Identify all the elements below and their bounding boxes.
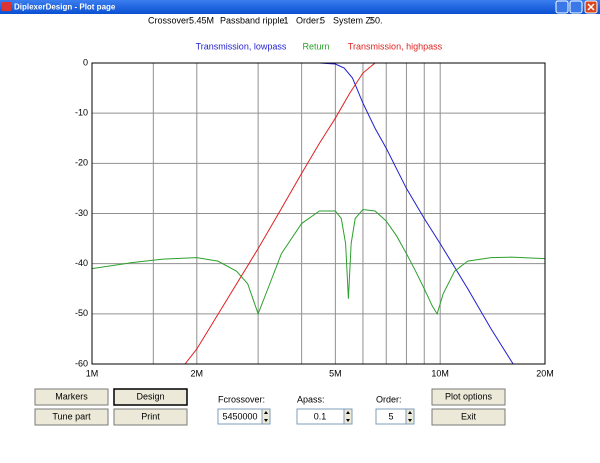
button[interactable]: Markers [34, 388, 109, 406]
header-label: Order: [296, 15, 322, 25]
button[interactable]: Plot options [431, 388, 506, 406]
field-label: Fcrossover: [218, 394, 265, 404]
button[interactable]: Design [113, 388, 188, 406]
button-label: Print [141, 411, 160, 421]
window-title: DiplexerDesign - Plot page [14, 3, 116, 12]
x-tick-label: 2M [191, 368, 204, 378]
spinbox[interactable]: 0.1 [296, 408, 353, 425]
spinbox-value: 5 [388, 411, 393, 421]
y-tick-label: -40 [75, 258, 88, 268]
spinbox[interactable]: 5 [375, 408, 415, 425]
plot-frame [91, 62, 546, 365]
header-value: 50. [370, 15, 383, 25]
header-label: Crossover: [148, 15, 192, 25]
button-label: Markers [55, 391, 88, 401]
button-label: Exit [461, 411, 477, 421]
button-face [113, 408, 188, 426]
button[interactable]: Print [113, 408, 188, 426]
legend-entry: Return [302, 41, 329, 51]
field-label: Order: [376, 394, 402, 404]
legend-entry: Transmission, lowpass [196, 41, 287, 51]
header-value: .1 [281, 15, 289, 25]
legend-entry: Transmission, highpass [348, 41, 443, 51]
series-group [92, 63, 545, 364]
button-label: Design [136, 391, 164, 401]
y-tick-label: 0 [83, 57, 88, 67]
header-value: 5 [320, 15, 325, 25]
button-face [34, 388, 109, 406]
button-face [34, 408, 109, 426]
spin-arrows [408, 411, 412, 422]
spinbox[interactable]: 5450000 [217, 408, 271, 425]
spin-buttons[interactable] [405, 408, 415, 425]
button-face [431, 388, 506, 406]
y-tick-label: -30 [75, 208, 88, 218]
button[interactable]: Tune part [34, 408, 109, 426]
title-bar [0, 0, 600, 14]
x-tick-label: 5M [329, 368, 342, 378]
spinbox-value: 0.1 [314, 411, 327, 421]
maximize-button[interactable] [569, 0, 583, 14]
button[interactable]: Exit [431, 408, 506, 426]
app-icon [2, 2, 11, 11]
y-tick-label: -20 [75, 158, 88, 168]
y-tick-label: -60 [75, 358, 88, 368]
spinbox-value: 5450000 [222, 411, 257, 421]
spin-buttons[interactable] [261, 408, 271, 425]
series-line [92, 63, 514, 364]
spin-buttons[interactable] [343, 408, 353, 425]
series-line [184, 63, 376, 364]
minimize-button[interactable] [555, 0, 569, 14]
y-tick-label: -50 [75, 308, 88, 318]
series-line [92, 208, 545, 316]
button-face [431, 408, 506, 426]
x-tick-label: 10M [431, 368, 449, 378]
header-label: Passband ripple: [220, 15, 287, 25]
button-label: Tune part [52, 411, 91, 421]
header-value: 5.45M [189, 15, 214, 25]
spin-arrows [264, 411, 268, 422]
x-tick-label: 1M [86, 368, 99, 378]
field-label: Apass: [297, 394, 325, 404]
x-tick-label: 20M [536, 368, 554, 378]
button-face [113, 388, 188, 406]
y-tick-label: -10 [75, 108, 88, 118]
close-icon [587, 3, 595, 11]
spin-arrows [346, 411, 350, 422]
header-label: System Z: [333, 15, 374, 25]
button-label: Plot options [445, 391, 493, 401]
